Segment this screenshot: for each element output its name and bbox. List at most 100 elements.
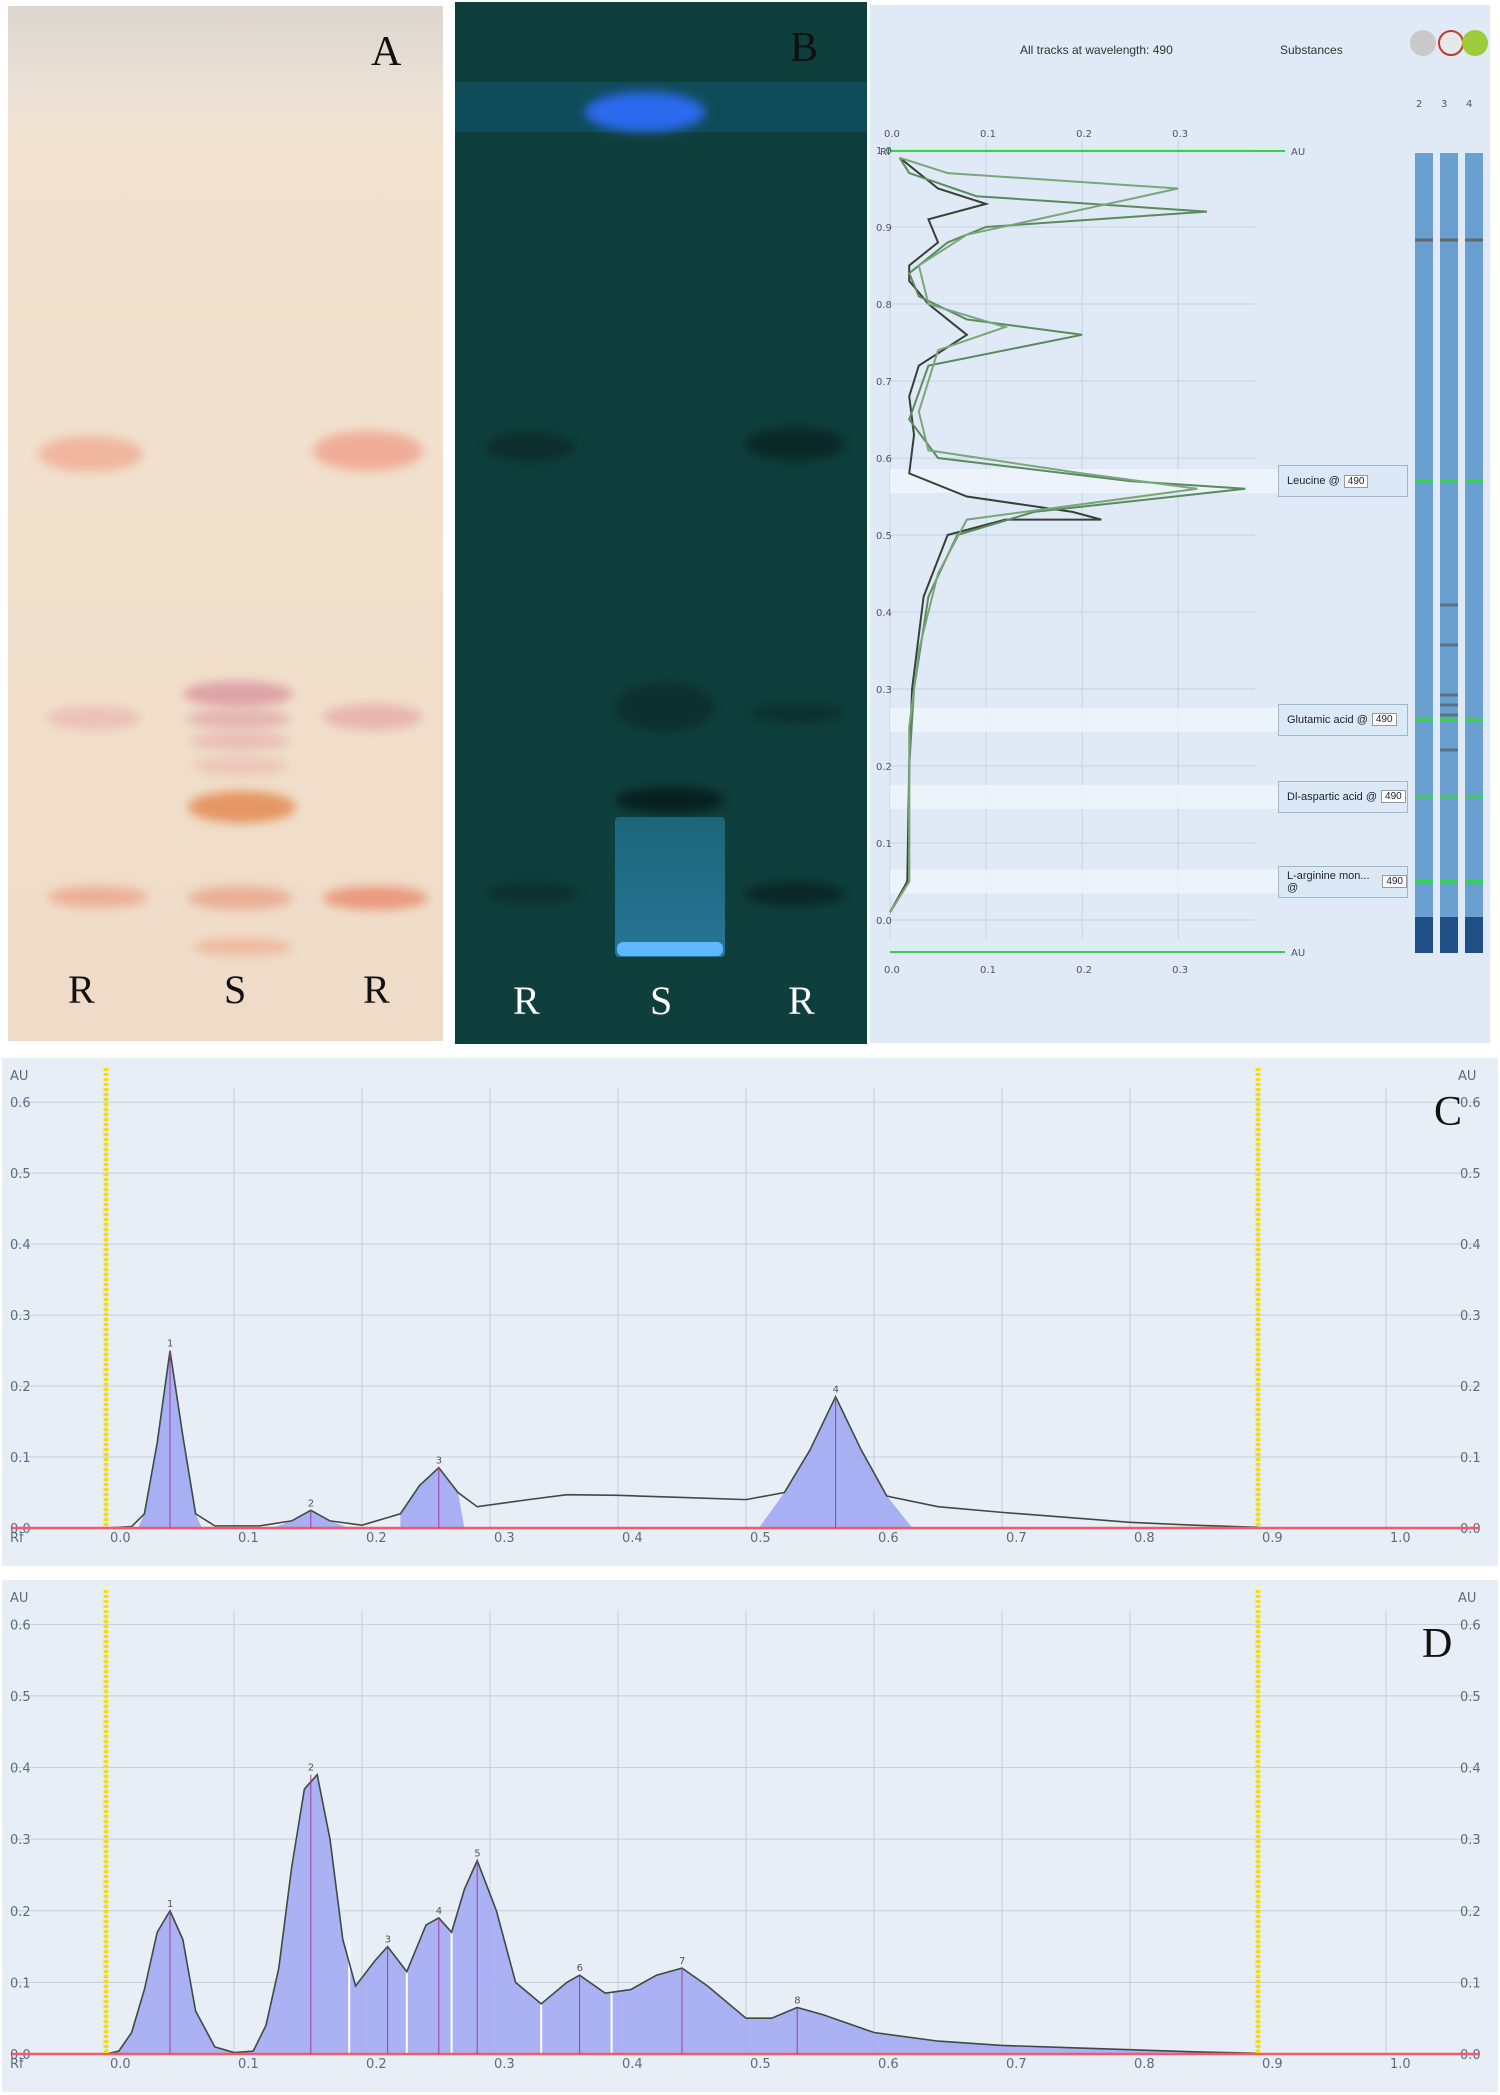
x-tick-label: 1.0 xyxy=(1390,2057,1411,2072)
lane-label-a-s: S xyxy=(224,967,247,1012)
rf-tick-label: 0.9 xyxy=(876,223,892,234)
panel-d-chart: 0.0 0.1 0.2 0.3 0.4 0.5 0.6 0.7 0.8 0.9 1.0 0.0 0.0 0… xyxy=(2,1580,1498,2092)
y-tick-label-left: 0.4 xyxy=(10,1762,31,1777)
lane-label-a-r1: R xyxy=(68,967,95,1012)
au-bottom-label: AU xyxy=(1291,948,1305,959)
track-strip xyxy=(1440,153,1458,953)
x-tick-label: 0.3 xyxy=(494,1531,515,1546)
rf-tick-label: 0.1 xyxy=(876,839,892,850)
x-tick-label: 0.5 xyxy=(750,1531,771,1546)
band-b-s-origin-edge xyxy=(617,942,723,956)
y-tick-label-left: 0.2 xyxy=(10,1380,31,1395)
peak-label: 2 xyxy=(308,1763,314,1774)
x-tick-label: 0.5 xyxy=(750,2057,771,2072)
x-tick-label: 0.2 xyxy=(366,2057,387,2072)
track-origin-band xyxy=(1440,917,1458,953)
x-tick-label: 0.6 xyxy=(878,2057,899,2072)
band-a-s-4 xyxy=(193,756,288,776)
substances-header: Substances xyxy=(1280,43,1343,57)
rf-tick-label: 1.0 xyxy=(876,146,892,157)
substance-selector[interactable]: Dl-aspartic acid @490 xyxy=(1278,780,1408,813)
band-b-s-origin xyxy=(615,817,725,957)
panel-c-letter: C xyxy=(1434,1089,1463,1135)
y-tick-label-right: 0.1 xyxy=(1460,1976,1481,1991)
y-tick-label-left: 0.0 xyxy=(10,1522,31,1537)
settings-tool-icon[interactable] xyxy=(1410,30,1436,56)
x-tick-label: 0.9 xyxy=(1262,2057,1283,2072)
substance-selector[interactable]: Glutamic acid @490 xyxy=(1278,703,1408,736)
densitogram-software-view: All tracks at wavelength: 490 Substances… xyxy=(870,5,1490,1043)
panel-d-letter: D xyxy=(1422,1621,1453,1667)
peak-label: 3 xyxy=(385,1935,391,1946)
substance-highlight-row xyxy=(890,707,1315,732)
x-tick-label: 0.3 xyxy=(494,2057,515,2072)
rf-tick-label: 0.2 xyxy=(876,762,892,773)
substance-selector[interactable]: L-arginine mon... @ 490 xyxy=(1278,865,1408,898)
substance-highlight-row xyxy=(890,784,1315,809)
bottom-au-tick: 0.0 xyxy=(884,965,900,976)
peak-label: 4 xyxy=(833,1385,839,1396)
y-tick-label-left: 0.2 xyxy=(10,1905,31,1920)
substance-selector[interactable]: Leucine @490 xyxy=(1278,465,1408,498)
track-trace-2 xyxy=(889,156,1102,913)
track-number: 2 xyxy=(1416,99,1422,110)
au-top-label: AU xyxy=(1291,147,1305,158)
y-axis-label-left: AU xyxy=(10,1591,28,1606)
peak-label: 6 xyxy=(577,1963,583,1974)
panel-a-tlc-plate: A R S R xyxy=(8,6,443,1041)
peak-label: 5 xyxy=(474,1849,480,1860)
x-tick-label: 0.9 xyxy=(1262,1531,1283,1546)
peak-area-fill xyxy=(106,1774,1258,2054)
band-a-r2-mid xyxy=(323,704,423,730)
track-trace-4 xyxy=(889,156,1198,913)
band-a-r1-mid xyxy=(46,706,141,730)
band-b-front xyxy=(585,92,705,132)
y-tick-label-left: 0.3 xyxy=(10,1309,31,1324)
y-tick-label-right: 0.5 xyxy=(1460,1167,1481,1182)
top-au-tick: 0.0 xyxy=(884,129,900,140)
panel-a-letter: A xyxy=(371,29,402,75)
lane-label-b-r2: R xyxy=(788,978,815,1023)
lane-label-b-s: S xyxy=(650,978,673,1023)
lane-label-a-r2: R xyxy=(363,967,390,1012)
y-tick-label-left: 0.6 xyxy=(10,1618,31,1633)
y-axis-label-right: AU xyxy=(1458,1069,1476,1084)
band-a-s-low xyxy=(188,886,293,910)
rf-tick-label: 0.5 xyxy=(876,531,892,542)
y-tick-label-right: 0.4 xyxy=(1460,1238,1481,1253)
band-a-s-bottom xyxy=(193,938,293,956)
y-tick-label-right: 0.2 xyxy=(1460,1905,1481,1920)
y-tick-label-left: 0.6 xyxy=(10,1096,31,1111)
rf-tick-label: 0.3 xyxy=(876,685,892,696)
substance-highlight-row xyxy=(890,869,1315,894)
x-tick-label: 0.8 xyxy=(1134,1531,1155,1546)
top-au-tick: 0.1 xyxy=(980,129,996,140)
wavelength-dropdown[interactable]: 490 xyxy=(1343,474,1369,488)
y-tick-label-right: 0.4 xyxy=(1460,1762,1481,1777)
band-b-s-asp xyxy=(615,787,725,813)
wavelength-dropdown[interactable]: 490 xyxy=(1382,875,1407,888)
y-tick-label-right: 0.3 xyxy=(1460,1309,1481,1324)
peak-area-3 xyxy=(400,1467,465,1528)
add-substance-icon[interactable] xyxy=(1462,30,1488,56)
track-origin-band xyxy=(1465,917,1483,953)
peak-label: 2 xyxy=(308,1498,314,1509)
track-origin-band xyxy=(1415,917,1433,953)
y-tick-label-left: 0.0 xyxy=(10,2048,31,2063)
densitogram-trace xyxy=(105,1772,1259,2055)
panel-b-uv-plate: B R S R xyxy=(455,2,867,1044)
band-a-r1-top xyxy=(38,436,143,472)
chart-c-svg: 0.0 0.1 0.2 0.3 0.4 0.5 0.6 0.7 0.8 0.9 1.0 0.0 0.0 0… xyxy=(10,1068,1481,1546)
substance-highlight-row xyxy=(890,469,1315,494)
band-a-s-3 xyxy=(190,732,290,750)
y-tick-label-right: 0.0 xyxy=(1460,2048,1481,2063)
bottom-au-tick: 0.1 xyxy=(980,965,996,976)
band-b-r1-low xyxy=(485,882,580,904)
panel-c-chart: 0.0 0.1 0.2 0.3 0.4 0.5 0.6 0.7 0.8 0.9 1.0 0.0 0.0 0… xyxy=(2,1058,1498,1566)
x-tick-label: 0.2 xyxy=(366,1531,387,1546)
peak-label: 8 xyxy=(794,1995,800,2006)
wavelength-dropdown[interactable]: 490 xyxy=(1381,790,1406,804)
wavelength-dropdown[interactable]: 490 xyxy=(1371,713,1397,727)
x-axis-label: Rf xyxy=(10,2057,24,2072)
lane-label-b-r1: R xyxy=(513,978,540,1023)
